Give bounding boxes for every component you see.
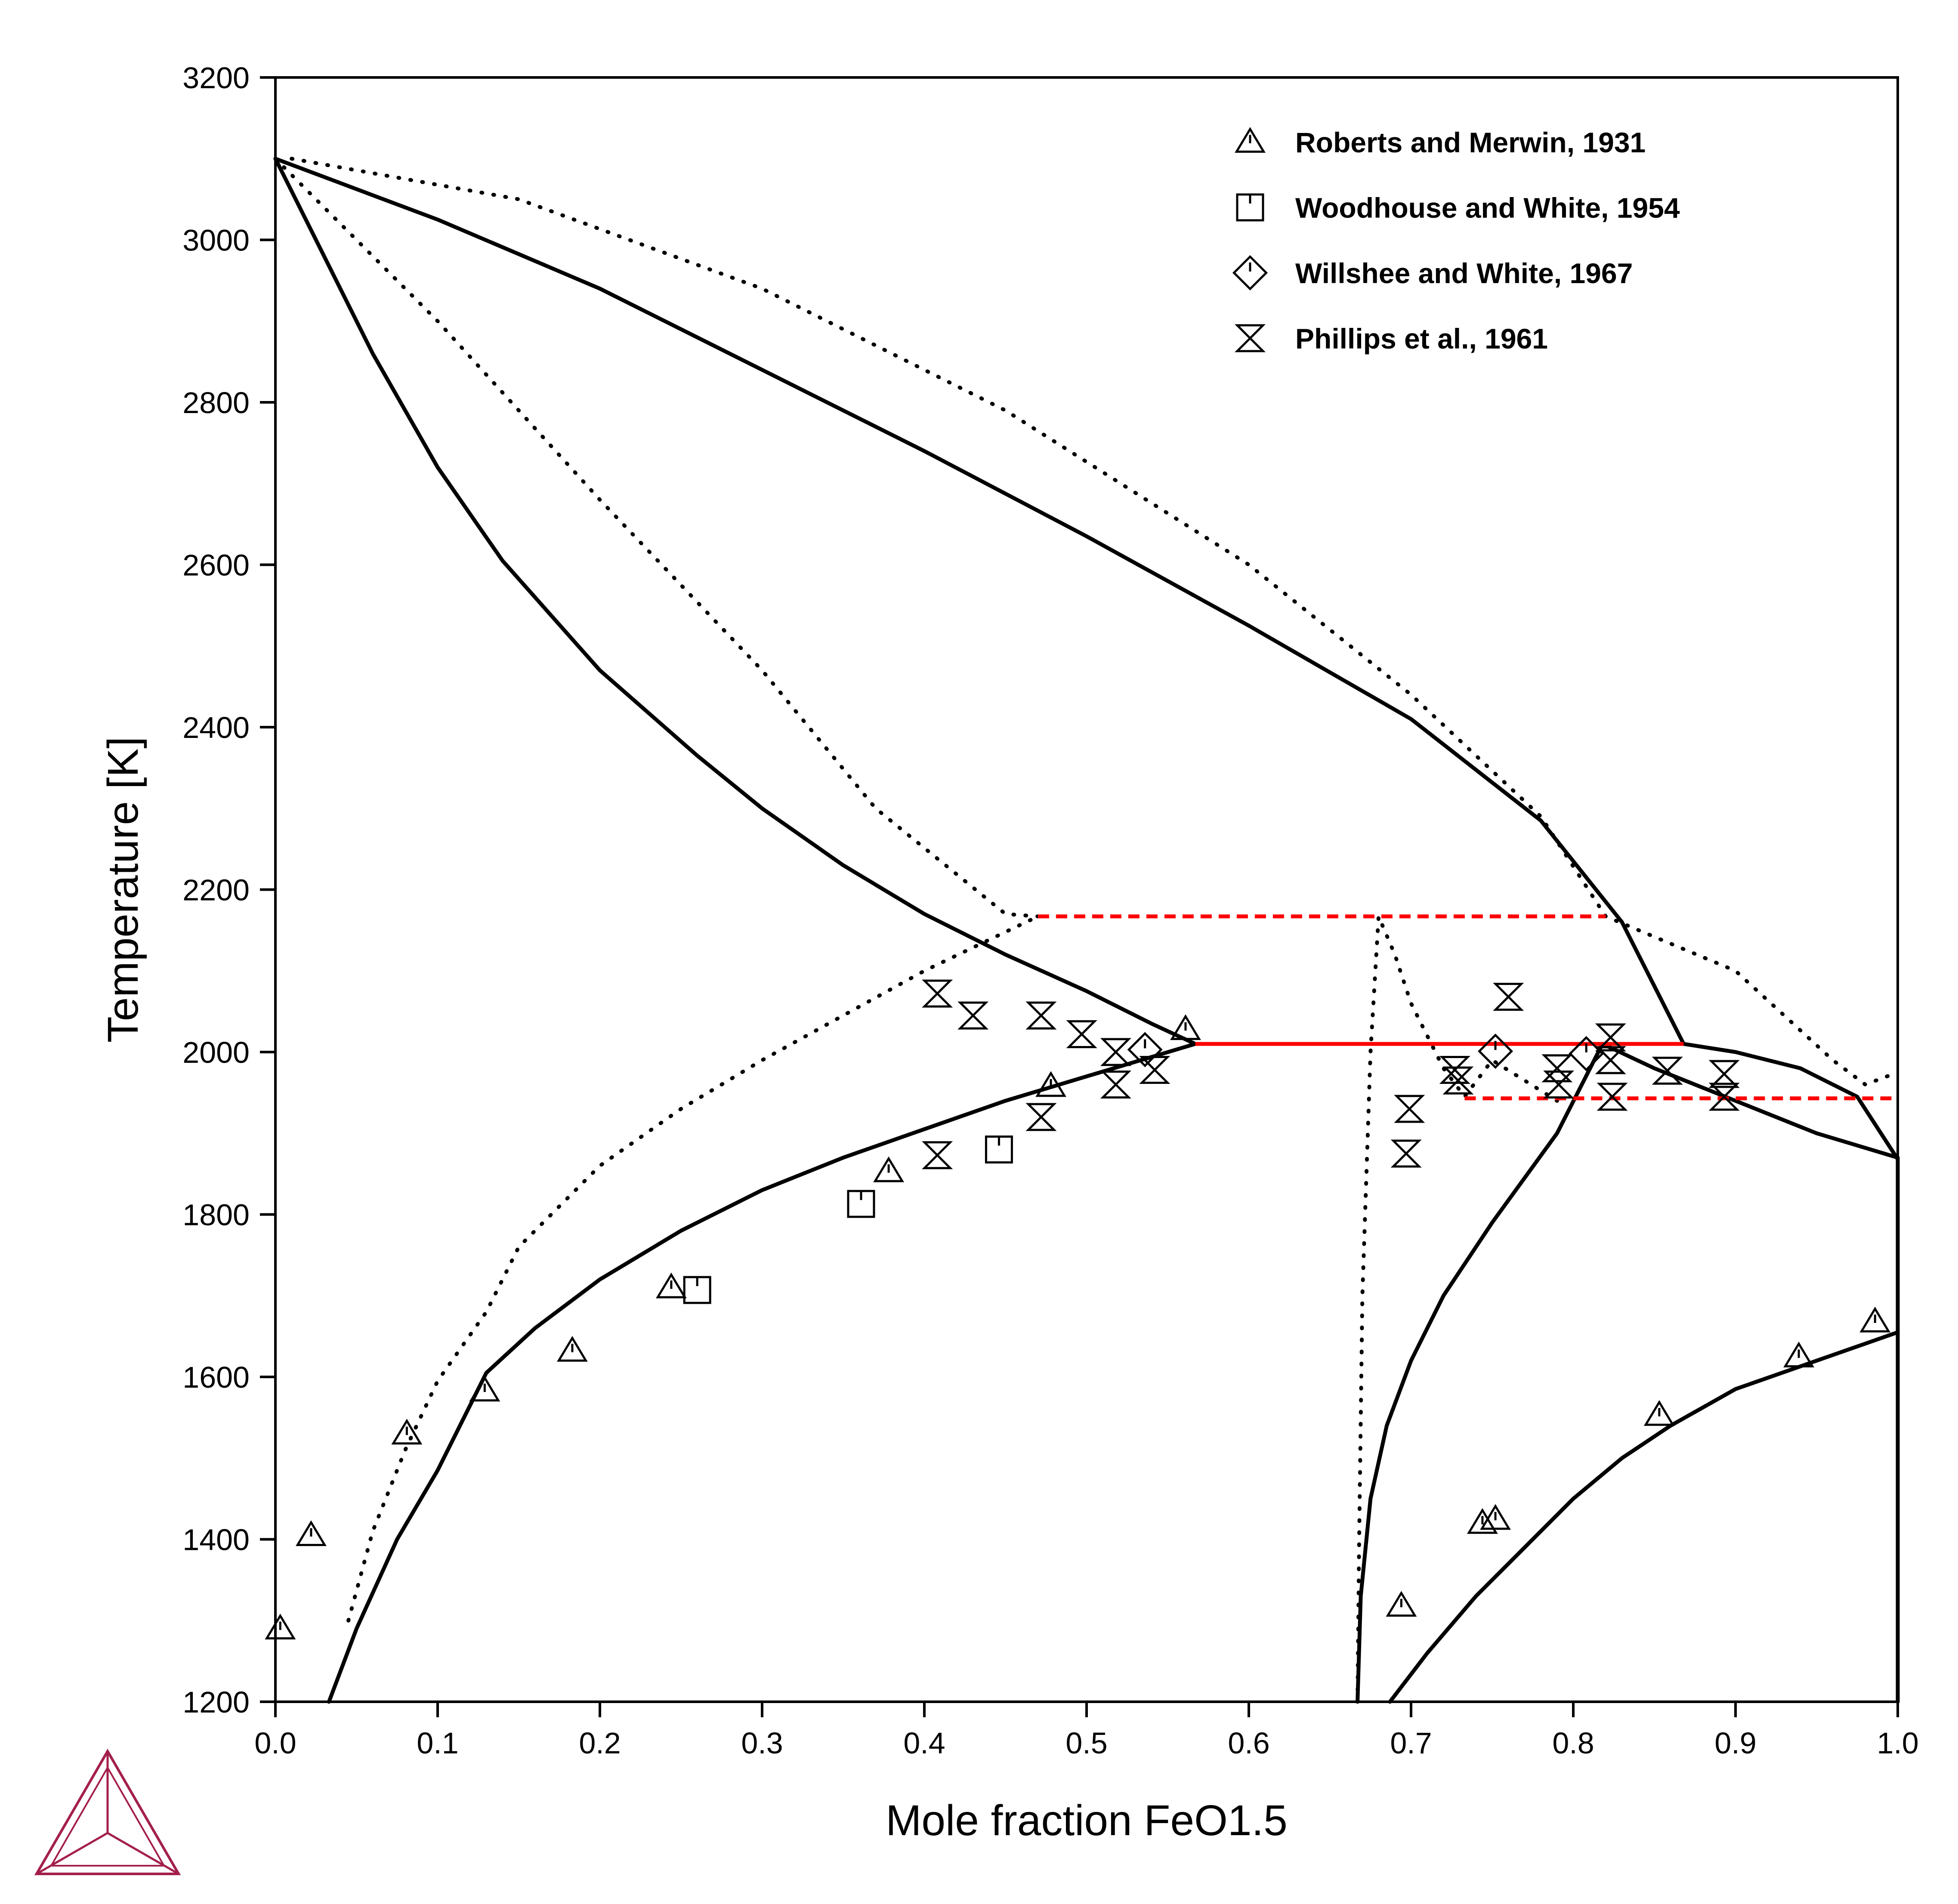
legend-item: Willshee and White, 1967 [1232,255,1633,291]
legend: Roberts and Merwin, 1931 Woodhouse and Wh… [1232,127,1680,355]
x-tick-label: 0.0 [254,1726,296,1760]
x-tick-label: 0.9 [1714,1726,1756,1760]
data-point [1394,1095,1425,1123]
x-tick-label: 0.4 [903,1726,945,1760]
legend-label: Roberts and Merwin, 1931 [1295,127,1646,158]
legend-label: Woodhouse and White, 1954 [1295,192,1680,224]
data-point [1493,983,1524,1011]
data-point [1442,1066,1474,1095]
phase-boundary-solid [273,157,1900,1161]
invariant-lines [1038,914,1898,1101]
data-point [1708,1060,1740,1088]
y-axis-title: Temperature [K] [99,737,147,1043]
legend-marker [1236,193,1264,222]
data-point [1652,1056,1683,1085]
data-point [1025,1001,1057,1030]
x-tick-label: 1.0 [1877,1726,1918,1760]
data-point [265,1614,296,1640]
y-axis-ticks: 1200 1400 1600 1800 2000 2200 2400 2600 2800 3000… [182,61,275,1719]
phase-boundary-dotted [273,157,1040,919]
data-point [655,1272,687,1299]
data-point [1597,1083,1628,1111]
data-point [1595,1023,1626,1052]
y-tick-label: 1400 [182,1523,250,1557]
data-point [1708,1083,1740,1111]
y-tick-label: 2200 [182,873,250,907]
phase-boundary-solid [327,1042,1198,1704]
legend-label: Phillips et al., 1961 [1295,323,1548,355]
data-point [1127,1032,1163,1068]
phase-boundary-dotted [346,914,1040,1623]
phase-boundary-solid [1356,1042,1900,1704]
data-point [1595,1046,1626,1074]
x-tick-label: 0.7 [1390,1726,1432,1760]
data-point [1100,1038,1131,1066]
legend-marker [1232,255,1268,291]
legend-label: Willshee and White, 1967 [1295,257,1633,289]
data-point [1100,1071,1131,1099]
data-point [922,1141,953,1170]
x-tick-label: 0.1 [417,1726,458,1760]
data-point [1643,1400,1675,1426]
data-point [1035,1071,1066,1097]
data-point [469,1376,500,1402]
data-point [1467,1508,1498,1534]
x-tick-label: 0.5 [1065,1726,1107,1760]
x-tick-label: 0.6 [1228,1726,1269,1760]
x-axis-ticks: 0.0 0.1 0.2 0.3 0.4 0.5 0.6 0.7 0.8 0.9 1.0 [254,1702,1919,1760]
data-point [1025,1103,1057,1131]
phase-boundary-dotted [1356,916,1559,1704]
data-point [922,979,953,1008]
plot-frame [274,76,1899,1703]
data-point [1439,1056,1470,1084]
data-point [1139,1056,1170,1084]
y-tick-label: 3200 [182,61,250,95]
data-point [847,1190,875,1218]
data-point [957,1001,989,1030]
data-point [1480,1504,1511,1530]
phase-boundary-dotted [290,157,1900,1087]
data-point [683,1276,711,1304]
x-axis-title: Mole fraction FeO1.5 [886,1796,1288,1845]
thermocalc-logo [34,1749,181,1875]
phase-boundary-solid [1388,1330,1900,1704]
data-point [1386,1591,1417,1617]
data-point [1390,1139,1422,1168]
data-point [1066,1020,1097,1048]
y-tick-label: 2600 [182,549,250,582]
data-point [296,1520,327,1546]
data-point [556,1336,588,1362]
calculated-curves [273,157,1900,1704]
data-point [1170,1014,1201,1040]
y-tick-label: 1200 [182,1685,250,1719]
data-point [1569,1036,1604,1071]
phase-boundary-solid [273,157,1198,1046]
x-tick-label: 0.3 [741,1726,783,1760]
data-point [985,1136,1013,1163]
legend-marker [1234,324,1266,352]
data-point [873,1156,904,1182]
y-tick-label: 2000 [182,1036,250,1069]
experimental-points [265,979,1891,1640]
x-tick-label: 0.8 [1552,1726,1594,1760]
y-tick-label: 2400 [182,711,250,744]
legend-marker [1235,127,1266,153]
data-point [1478,1034,1513,1069]
y-tick-label: 3000 [182,224,250,257]
x-tick-label: 0.2 [579,1726,621,1760]
y-tick-label: 1800 [182,1198,250,1232]
data-point [1859,1306,1891,1333]
data-point [391,1419,423,1445]
legend-item: Phillips et al., 1961 [1234,323,1548,355]
y-tick-label: 1600 [182,1361,250,1394]
data-point [1543,1071,1575,1099]
legend-item: Woodhouse and White, 1954 [1236,192,1680,224]
y-tick-label: 2800 [182,386,250,420]
data-point [1783,1341,1814,1367]
legend-item: Roberts and Merwin, 1931 [1235,127,1646,158]
